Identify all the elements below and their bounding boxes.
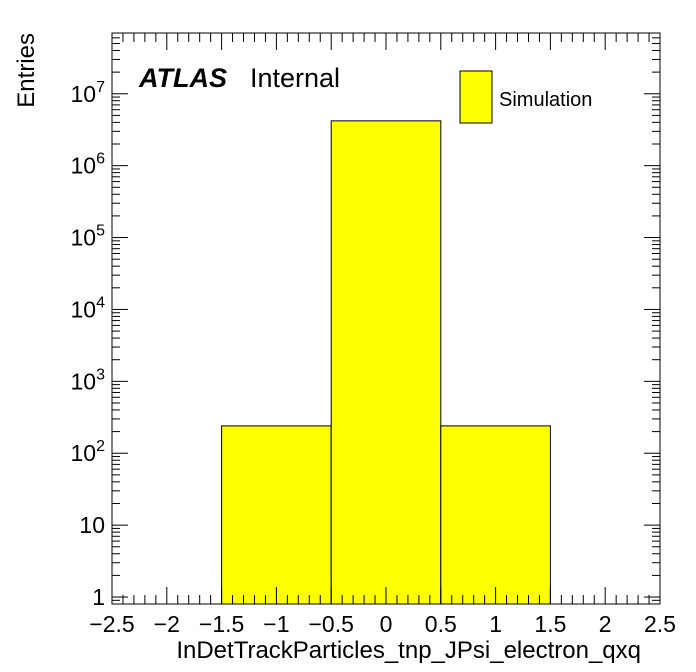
x-tick-label: 1.5 xyxy=(534,611,566,637)
y-tick-label: 106 xyxy=(71,151,106,179)
legend-label: Simulation xyxy=(499,89,592,111)
x-tick-label: −2.5 xyxy=(89,611,134,637)
legend-swatch xyxy=(459,70,493,124)
x-tick-label: −2 xyxy=(154,611,180,637)
histogram-bin xyxy=(330,120,442,605)
axis-ticks xyxy=(111,32,661,605)
y-tick-label: 102 xyxy=(71,438,106,466)
atlas-status-label: Internal xyxy=(250,63,340,93)
histogram-bin xyxy=(440,425,551,605)
x-tick-labels: −2.5 −2 −1.5 −1 −0.5 0 0.5 1 1.5 2 2.5 xyxy=(89,611,676,637)
y-tick-label: 107 xyxy=(71,79,106,107)
histogram-bin xyxy=(221,425,332,605)
x-tick-label: 0 xyxy=(380,611,393,637)
histogram-bins xyxy=(221,120,551,605)
legend: Simulation xyxy=(459,70,592,124)
y-tick-label: 103 xyxy=(71,366,106,394)
x-tick-label: 2.5 xyxy=(644,611,676,637)
y-tick-label: 10 xyxy=(79,512,105,538)
y-tick-label: 104 xyxy=(71,294,106,322)
atlas-label: ATLAS xyxy=(138,63,227,93)
x-axis-title: InDetTrackParticles_tnp_JPsi_electron_qx… xyxy=(176,637,641,664)
y-tick-labels: 1 10 102 103 104 105 106 107 xyxy=(71,79,106,610)
x-tick-label: 1 xyxy=(489,611,502,637)
y-tick-label: 1 xyxy=(92,584,105,610)
y-axis-title: Entries xyxy=(13,33,40,108)
x-tick-label: −1 xyxy=(263,611,289,637)
x-tick-label: −0.5 xyxy=(308,611,353,637)
x-tick-label: 2 xyxy=(599,611,612,637)
y-tick-label: 105 xyxy=(71,223,106,251)
x-tick-label: −1.5 xyxy=(199,611,244,637)
x-tick-label: 0.5 xyxy=(425,611,457,637)
